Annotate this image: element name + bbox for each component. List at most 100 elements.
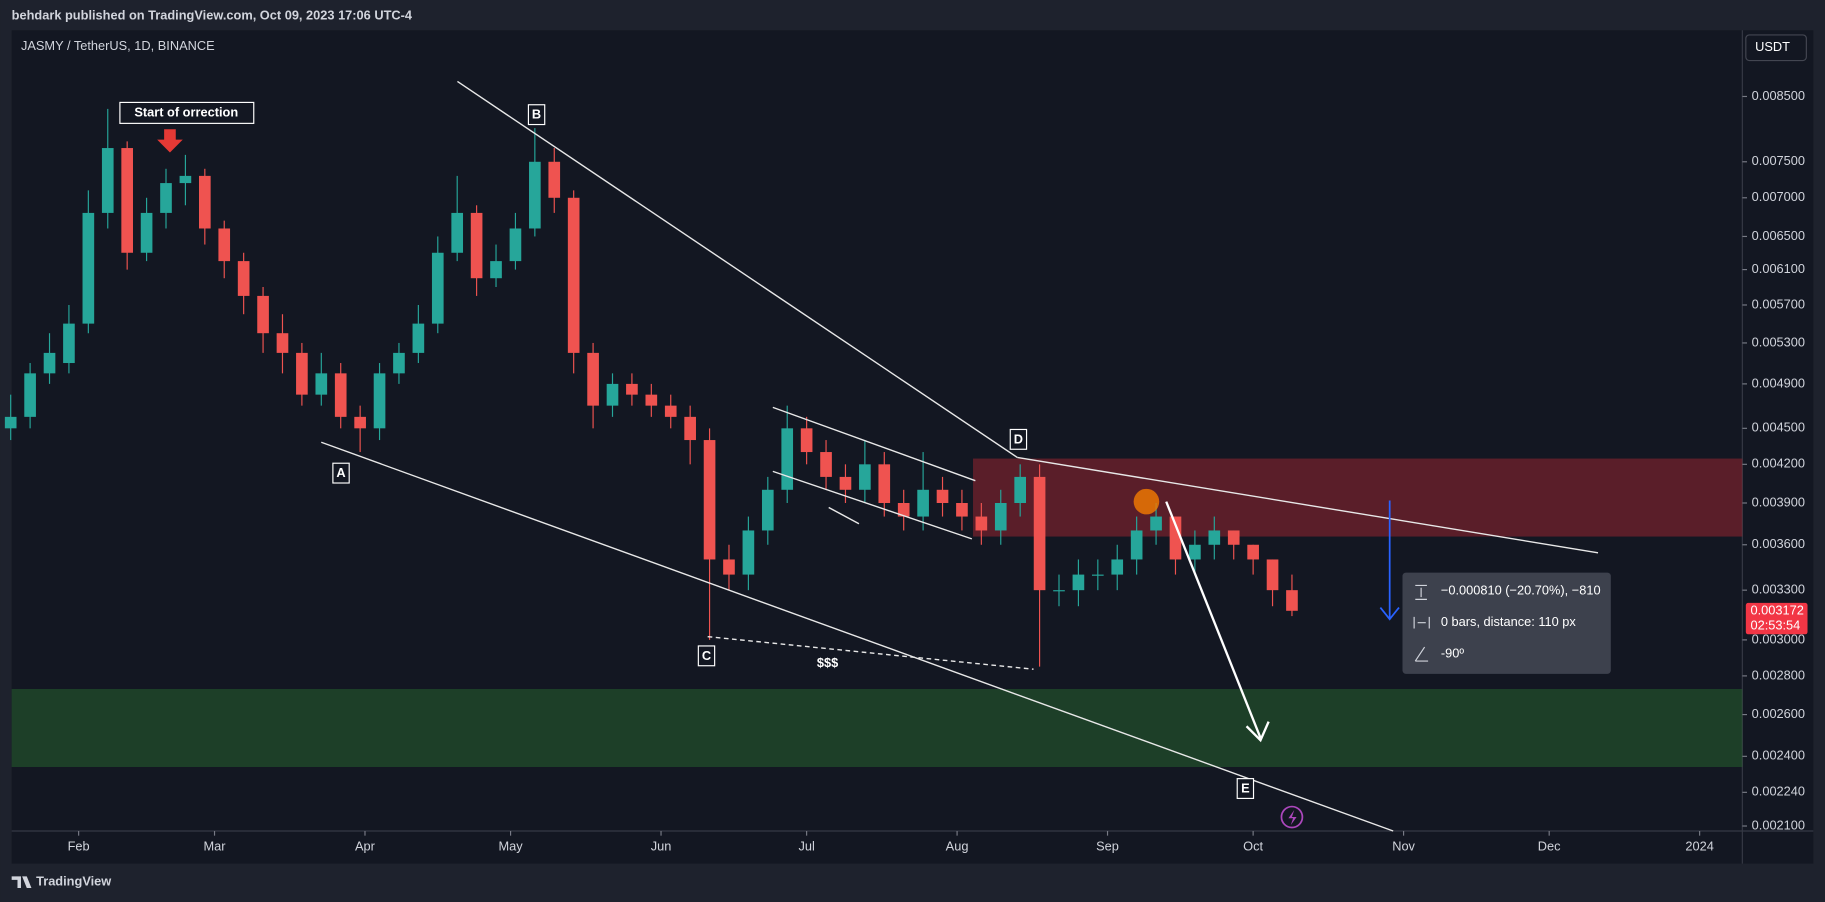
y-tick-label: 0.003000	[1752, 631, 1805, 646]
candle-body	[43, 352, 56, 374]
measure-angle: -90º	[1441, 645, 1464, 660]
candle-body	[606, 383, 619, 406]
last-price-box	[1745, 602, 1808, 635]
trend-line	[1017, 456, 1599, 554]
candle-body	[917, 489, 929, 517]
candle-body	[334, 373, 347, 417]
candle-body	[548, 161, 561, 198]
candle-body	[1266, 559, 1279, 591]
candle-body	[1286, 590, 1298, 611]
candle-body	[781, 428, 794, 490]
candle-body	[1014, 476, 1026, 503]
x-tick-label: Oct	[1243, 839, 1263, 854]
x-tick-label: Mar	[204, 839, 227, 854]
arrow-head	[1379, 606, 1400, 621]
candle-body	[878, 464, 891, 503]
y-tick-label: 0.003900	[1752, 494, 1805, 509]
y-tick-label: 0.002240	[1752, 784, 1805, 799]
candle-body	[1189, 544, 1201, 560]
trend-line	[321, 441, 1394, 832]
y-tick-label: 0.005300	[1752, 334, 1805, 349]
y-tick-label: 0.002400	[1752, 748, 1805, 763]
x-tick-label: Apr	[355, 839, 376, 854]
candle-body	[354, 416, 366, 429]
candle-body	[587, 352, 599, 406]
currency[interactable]: USDT	[1755, 39, 1790, 54]
y-tick-label: 0.002100	[1752, 817, 1805, 832]
candle-body	[431, 252, 444, 324]
alert-icon[interactable]	[1280, 805, 1304, 829]
x-tick-label: Jun	[651, 839, 672, 854]
candle-body	[412, 323, 425, 353]
wave-label: D	[1014, 431, 1023, 446]
x-tick-label: May	[498, 839, 523, 854]
ticks: 0.008500 0.007500 0.007000 0.006500 0.006100…	[68, 88, 1805, 854]
candle-body	[4, 416, 17, 429]
candle-body	[956, 502, 968, 517]
plot-area	[11, 30, 1743, 832]
time-axis	[11, 831, 1814, 864]
candle-body	[373, 373, 386, 429]
y-tick-label: 0.004500	[1752, 420, 1805, 435]
y-tick-label: 0.008500	[1752, 88, 1805, 103]
y-tick-label: 0.006500	[1752, 228, 1805, 243]
arrow-head	[1245, 721, 1270, 743]
last-price: 0.003172	[1750, 602, 1803, 617]
publisher: behdark published on TradingView.com, Oc…	[12, 8, 413, 23]
wave-label: B	[532, 107, 541, 122]
candle-body	[1111, 559, 1124, 575]
measure-tooltip	[1402, 572, 1611, 674]
candle-body	[664, 405, 677, 417]
candle-body	[800, 428, 813, 453]
candle-body	[1130, 530, 1143, 560]
y-tick-label: 0.002600	[1752, 706, 1805, 721]
candle-body	[1227, 530, 1240, 545]
wave-label: C	[702, 648, 711, 663]
candle-body	[1150, 516, 1162, 531]
candles	[4, 108, 1298, 667]
candle-body	[470, 212, 483, 279]
y-tick-label: 0.007000	[1752, 189, 1805, 204]
candle-body	[975, 516, 988, 531]
price-axis	[1742, 30, 1814, 832]
trend-line	[457, 80, 1018, 458]
icon	[1413, 616, 1430, 629]
candle-body	[237, 261, 250, 296]
label-box	[119, 101, 255, 124]
candle-body	[703, 440, 716, 560]
x-tick-label: Aug	[946, 839, 969, 854]
candle-body	[567, 197, 580, 353]
wave-label: E	[1241, 780, 1250, 795]
y-tick-label: 0.003600	[1752, 536, 1805, 551]
candle-body	[257, 295, 269, 334]
candle-body	[1033, 476, 1046, 591]
candle-body	[529, 161, 541, 229]
trend-line	[828, 506, 860, 525]
candle-body	[179, 175, 192, 184]
support-zone	[11, 689, 1743, 767]
x-tick-label: Dec	[1538, 839, 1561, 854]
candle-body	[1208, 530, 1221, 545]
candle-body	[451, 212, 464, 253]
start-label: Start of orrection	[134, 104, 238, 119]
candle-body	[276, 333, 289, 353]
currency-box[interactable]	[1745, 34, 1807, 62]
x-tick-label: Nov	[1392, 839, 1415, 854]
y-tick-label: 0.004900	[1752, 375, 1805, 390]
alert-bolt	[1288, 810, 1297, 826]
highlight-circle	[1133, 488, 1160, 515]
candle-body	[160, 183, 172, 213]
candle-body	[121, 148, 133, 253]
label-box	[1236, 778, 1255, 799]
candle-body	[723, 559, 735, 575]
candle-body	[140, 212, 153, 253]
candle-body	[994, 502, 1007, 531]
candle-body	[626, 383, 638, 395]
candle-body	[859, 464, 871, 490]
candle-body	[490, 261, 502, 279]
footer-brand: TradingView	[36, 874, 111, 889]
measure-bars: 0 bars, distance: 110 px	[1441, 614, 1577, 629]
candle-body	[742, 530, 755, 575]
candle-body	[645, 394, 658, 406]
